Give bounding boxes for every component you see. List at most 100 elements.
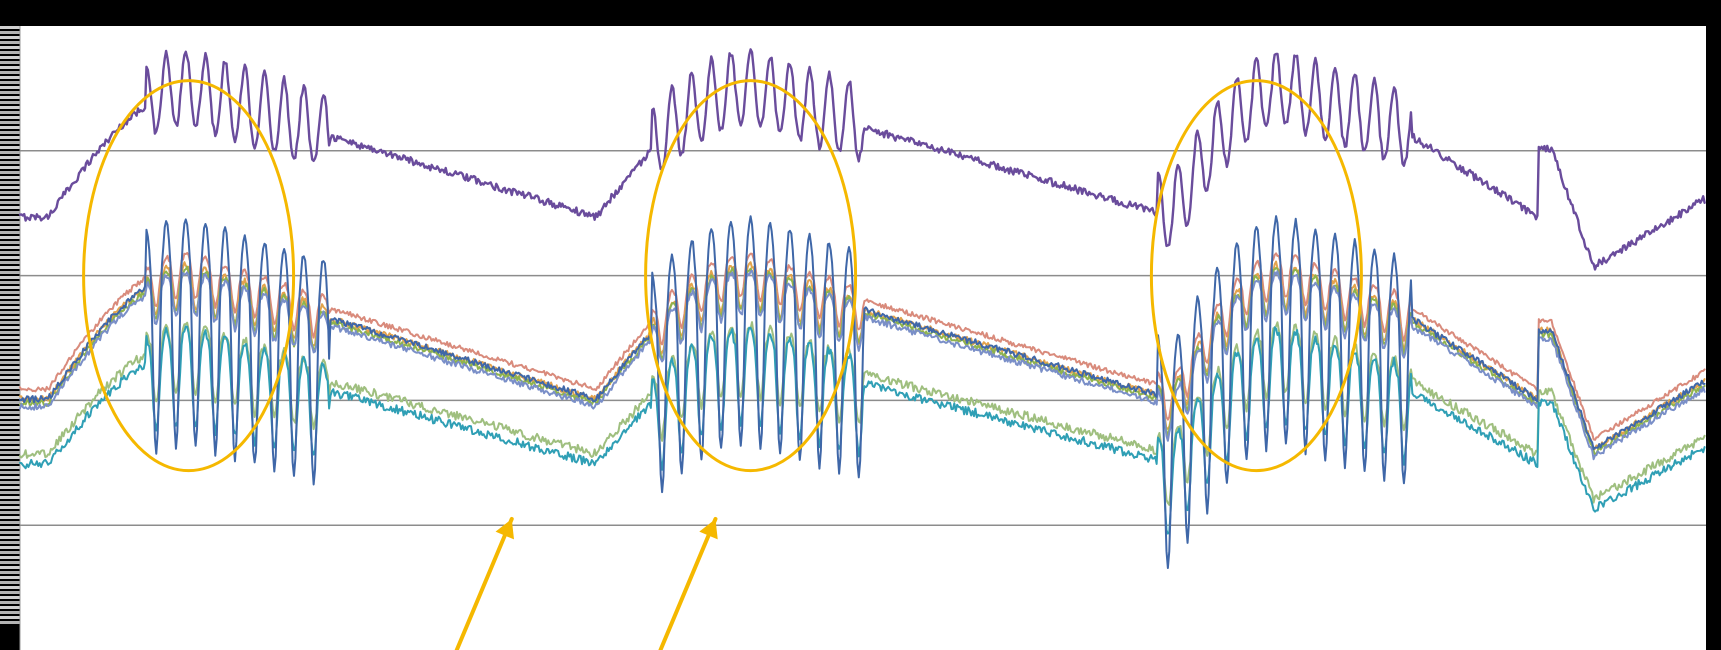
- annotation-layer: [82, 79, 1363, 650]
- axis-tick-strip: [0, 26, 20, 29]
- axis-tick-strip: [0, 356, 20, 359]
- axis-tick-strip: [0, 416, 20, 419]
- axis-tick-strip: [0, 101, 20, 104]
- axis-tick-strip: [0, 246, 20, 249]
- axis-tick-strip: [0, 531, 20, 534]
- axis-tick-strip: [0, 606, 20, 609]
- axis-tick-strip: [0, 491, 20, 494]
- axis-tick-strip: [0, 136, 20, 139]
- series-5: [19, 269, 1706, 461]
- axis-tick-strip: [0, 611, 20, 614]
- axis-tick-strip: [0, 506, 20, 509]
- highlight-ellipse: [82, 79, 296, 473]
- axis-tick-strip: [0, 46, 20, 49]
- axis-tick-strip: [0, 376, 20, 379]
- axis-tick-strip: [0, 411, 20, 414]
- axis-tick-strip: [0, 551, 20, 554]
- axis-tick-strip: [0, 316, 20, 319]
- axis-tick-strip: [0, 161, 20, 164]
- axis-tick-strip: [0, 41, 20, 44]
- axis-tick-strip: [0, 526, 20, 529]
- axis-tick-strip: [0, 151, 20, 154]
- axis-tick-strip: [0, 541, 20, 544]
- axis-tick-strip: [0, 401, 20, 404]
- annotation-arrow-head: [495, 518, 515, 540]
- axis-tick-strip: [0, 241, 20, 244]
- axis-tick-strip: [0, 191, 20, 194]
- axis-tick-strip: [0, 586, 20, 589]
- axis-tick-strip: [0, 51, 20, 54]
- axis-tick-strip: [0, 426, 20, 429]
- axis-tick-strip: [0, 501, 20, 504]
- axis-tick-strip: [0, 556, 20, 559]
- axis-tick-strip: [0, 451, 20, 454]
- series-line: [19, 215, 1706, 570]
- axis-tick-strip: [0, 141, 20, 144]
- annotation-arrow-shaft: [454, 516, 514, 650]
- axis-tick-strip: [0, 481, 20, 484]
- axis-tick-strip: [0, 311, 20, 314]
- axis-tick-strip: [0, 521, 20, 524]
- series-layer: [18, 48, 1706, 570]
- axis-tick-strip: [0, 406, 20, 409]
- axis-tick-strip: [0, 226, 20, 229]
- axis-tick-strip: [0, 106, 20, 109]
- axis-tick-strip: [0, 391, 20, 394]
- series-line: [18, 48, 1706, 271]
- axis-tick-strip: [0, 201, 20, 204]
- axis-tick-strip: [0, 276, 20, 279]
- axis-tick-strip: [0, 596, 20, 599]
- axis-tick-strip: [0, 86, 20, 89]
- axis-tick-strip: [0, 461, 20, 464]
- axis-tick-strip: [0, 516, 20, 519]
- axis-tick-strip: [0, 431, 20, 434]
- axis-tick-strip: [0, 536, 20, 539]
- axis-tick-strip: [0, 296, 20, 299]
- axis-tick-strip: [0, 346, 20, 349]
- axis-tick-strip: [0, 281, 20, 284]
- axis-tick-strip: [0, 31, 20, 34]
- axis-tick-strip: [0, 331, 20, 334]
- axis-tick-strip: [0, 56, 20, 59]
- axis-tick-strip: [0, 251, 20, 254]
- axis-tick-strip: [0, 366, 20, 369]
- axis-tick-strip: [0, 266, 20, 269]
- axis-tick-strip: [0, 396, 20, 399]
- highlight-ellipse: [1149, 79, 1363, 473]
- axis-tick-strip: [0, 121, 20, 124]
- axis-tick-strip: [0, 221, 20, 224]
- axis-tick-strip: [0, 131, 20, 134]
- axis-tick-strip: [0, 336, 20, 339]
- axis-tick-strip: [0, 456, 20, 459]
- series-line: [19, 269, 1706, 461]
- axis-tick-strip: [0, 421, 20, 424]
- axis-tick-strip: [0, 171, 20, 174]
- left-axis-strip: [0, 26, 21, 650]
- axis-tick-strip: [0, 156, 20, 159]
- axis-tick-strip: [0, 496, 20, 499]
- axis-tick-strip: [0, 621, 20, 624]
- axis-tick-strip: [0, 76, 20, 79]
- axis-tick-strip: [0, 236, 20, 239]
- axis-tick-strip: [0, 441, 20, 444]
- axis-tick-strip: [0, 361, 20, 364]
- axis-tick-strip: [0, 166, 20, 169]
- axis-tick-strip: [0, 181, 20, 184]
- axis-tick-strip: [0, 111, 20, 114]
- axis-tick-strip: [0, 576, 20, 579]
- axis-tick-strip: [0, 436, 20, 439]
- axis-tick-strip: [0, 206, 20, 209]
- axis-tick-strip: [0, 96, 20, 99]
- axis-tick-strip: [0, 81, 20, 84]
- axis-tick-strip: [0, 216, 20, 219]
- axis-tick-strip: [0, 61, 20, 64]
- axis-tick-strip: [0, 511, 20, 514]
- annotation-arrow-head: [699, 518, 718, 540]
- axis-tick-strip: [0, 71, 20, 74]
- axis-tick-strip: [0, 66, 20, 69]
- axis-tick-strip: [0, 476, 20, 479]
- axis-tick-strip: [0, 566, 20, 569]
- axis-tick-strip: [0, 381, 20, 384]
